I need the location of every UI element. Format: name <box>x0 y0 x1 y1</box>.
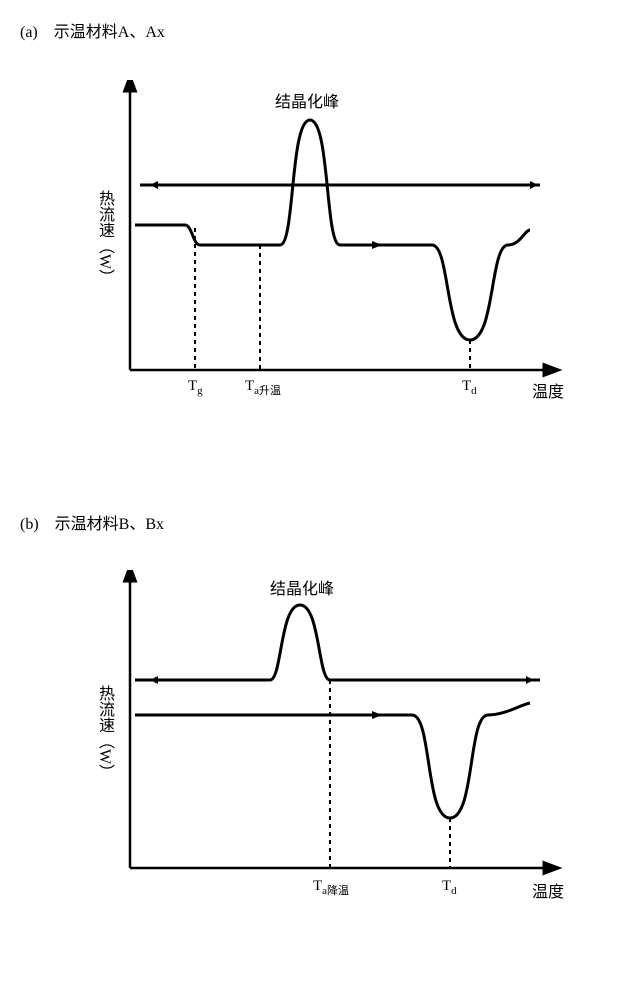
heating-curve-b <box>135 703 530 818</box>
heating-arrowhead <box>372 241 382 249</box>
cooling-arrow-right-b <box>526 676 534 684</box>
tick-td-a: Td <box>462 378 477 397</box>
panel-a-label: (a) 示温材料A、Ax <box>20 18 165 42</box>
y-axis-label-b: 热流速（W） <box>92 685 116 780</box>
tick-td-b: Td <box>442 878 457 897</box>
chart-a: 结晶化峰 热流速（W） 温度 Tg Ta升温 Td <box>100 80 580 410</box>
cooling-curve-b <box>135 605 540 680</box>
tick-ta-a: Ta升温 <box>245 378 281 398</box>
heating-arrowhead-b <box>372 711 382 719</box>
x-axis-label-a: 温度 <box>532 378 564 402</box>
chart-b: 结晶化峰 热流速（W） 温度 Ta降温 Td <box>100 570 580 910</box>
cooling-arrow-right <box>530 181 538 189</box>
tick-tg-a: Tg <box>188 378 203 397</box>
x-axis-label-b: 温度 <box>532 878 564 902</box>
cooling-arrow-left <box>150 181 158 189</box>
tick-ta-b: Ta降温 <box>313 878 349 898</box>
chart-b-svg <box>100 570 580 910</box>
chart-a-svg <box>100 80 580 410</box>
peak-label-b: 结晶化峰 <box>270 575 334 599</box>
y-axis-label-a: 热流速（W） <box>92 190 116 285</box>
cooling-arrow-left-b <box>150 676 158 684</box>
panel-b-label: (b) 示温材料B、Bx <box>20 510 164 534</box>
peak-label-a: 结晶化峰 <box>275 88 339 112</box>
